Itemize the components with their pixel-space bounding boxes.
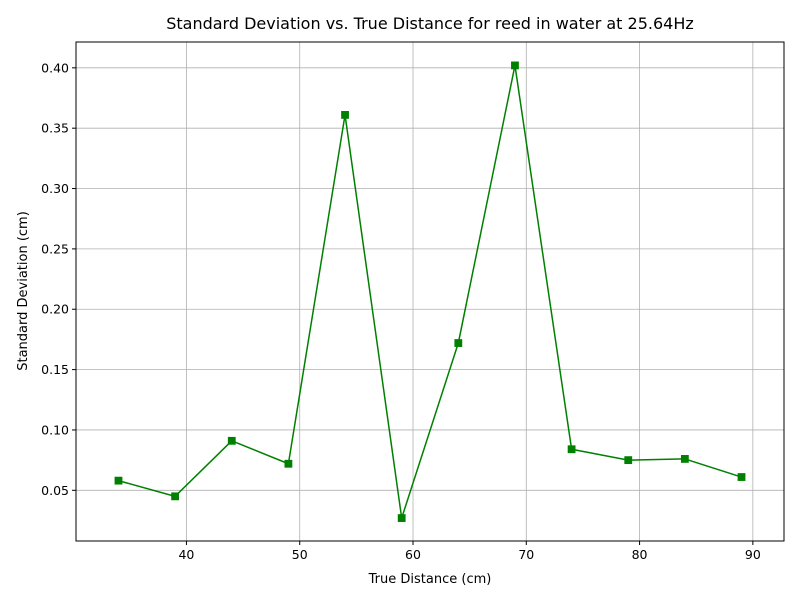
y-tick-label: 0.40 bbox=[41, 60, 69, 75]
plot-area-frame bbox=[75, 41, 785, 542]
y-tick-label: 0.05 bbox=[41, 483, 69, 498]
y-axis-label: Standard Deviation (cm) bbox=[16, 211, 31, 371]
data-point-marker bbox=[567, 445, 576, 454]
y-tick-label: 0.35 bbox=[41, 121, 69, 136]
data-point-marker bbox=[680, 455, 689, 463]
data-point-marker bbox=[624, 456, 633, 465]
data-point-marker bbox=[397, 514, 406, 522]
axis-tick-labels: 40 50 60 70 80 90 0.05 0.10 0.15 0.20 0.25 0.30 0.35… bbox=[41, 60, 761, 562]
x-tick-label: 60 bbox=[405, 547, 421, 562]
series-line bbox=[118, 64, 742, 519]
chart-title: Standard Deviation vs. True Distance for… bbox=[166, 14, 694, 33]
y-tick-label: 0.15 bbox=[41, 362, 69, 377]
data-point-marker bbox=[114, 476, 123, 485]
data-point-marker bbox=[511, 61, 519, 70]
y-tick-label: 0.20 bbox=[41, 302, 69, 317]
data-series bbox=[114, 61, 746, 522]
x-tick-label: 70 bbox=[518, 547, 534, 562]
x-tick-label: 90 bbox=[745, 547, 761, 562]
data-point-marker bbox=[171, 492, 180, 501]
x-axis-label: True Distance (cm) bbox=[368, 572, 492, 587]
y-tick-label: 0.30 bbox=[41, 181, 69, 196]
data-point-marker bbox=[341, 111, 349, 119]
y-tick-label: 0.25 bbox=[41, 241, 69, 256]
data-point-marker bbox=[737, 473, 746, 481]
data-point-marker bbox=[284, 459, 293, 468]
x-tick-label: 80 bbox=[632, 547, 648, 562]
axis-ticks bbox=[72, 67, 754, 545]
x-tick-label: 40 bbox=[178, 547, 194, 562]
data-point-marker bbox=[454, 339, 463, 347]
y-tick-label: 0.10 bbox=[41, 422, 69, 437]
data-point-marker bbox=[227, 436, 236, 445]
grid-lines bbox=[76, 42, 784, 541]
x-tick-label: 50 bbox=[292, 547, 308, 562]
